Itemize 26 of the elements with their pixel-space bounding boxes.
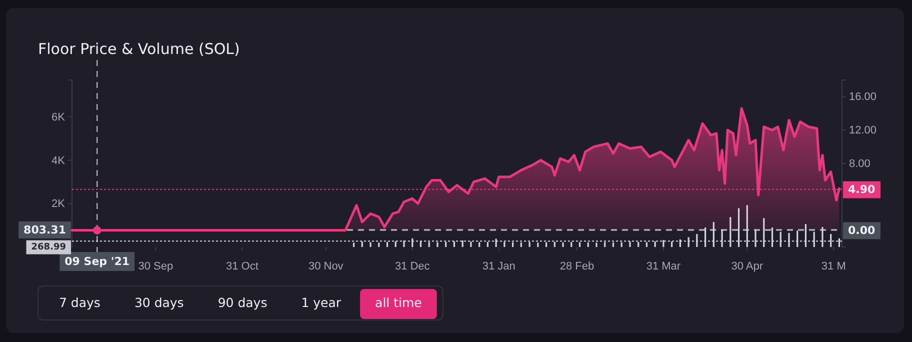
text: 90 days	[218, 295, 268, 310]
x-tick-label: 31 M	[821, 260, 846, 272]
y2-tick-label: 16.00	[849, 91, 877, 104]
y-tick-label: 2K	[52, 198, 66, 210]
x-tick-label: 31 Mar	[646, 260, 681, 272]
x-tick-label: 30 Apr	[731, 260, 764, 272]
ref-line-label: 09 Sep '21	[64, 255, 130, 268]
x-tick-label: 30 Sep	[138, 260, 174, 272]
x-tick-label: 31 Dec	[394, 260, 430, 272]
x-tick-label: 31 Jan	[482, 260, 516, 272]
chart-title: Floor Price & Volume (SOL)	[38, 40, 240, 58]
text: 30 days	[134, 295, 184, 310]
y2-tick-label: 8.00	[849, 158, 870, 170]
text: 1 year	[301, 295, 342, 310]
x-tick-label: 31 Oct	[226, 260, 258, 272]
y2-tick-label: 12.00	[849, 124, 877, 137]
text: 7 days	[59, 295, 100, 310]
ref-line-label: 4.90	[848, 183, 876, 196]
ref-line-label: 0.00	[848, 224, 876, 238]
ref-line-label: 803.31	[24, 223, 66, 236]
y-tick-label: 6K	[52, 111, 66, 124]
x-tick-label: 28 Feb	[560, 260, 594, 272]
ref-line-label: 268.99	[31, 242, 66, 252]
x-tick-label: 30 Nov	[308, 260, 344, 272]
y-tick-label: 4K	[52, 154, 66, 167]
text: all time	[375, 295, 422, 310]
